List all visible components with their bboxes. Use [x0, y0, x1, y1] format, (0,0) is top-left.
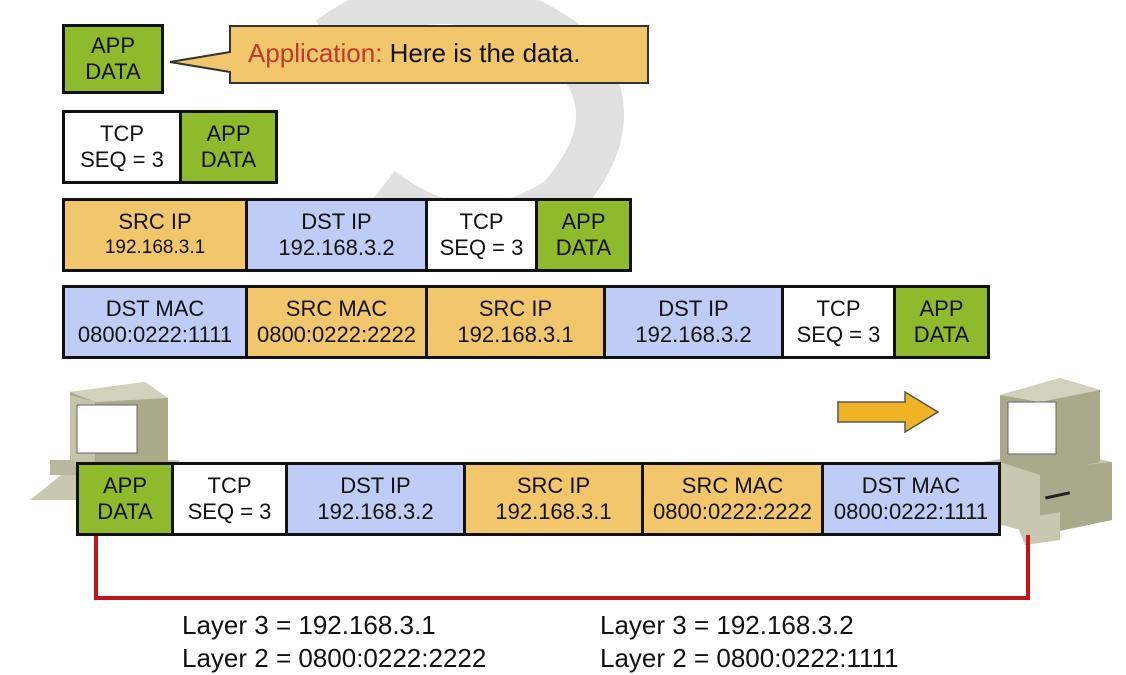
sender-addresses: Layer 3 = 192.168.3.1 Layer 2 = 0800:022… — [182, 609, 486, 675]
field-value: 0800:0222:2222 — [256, 322, 417, 347]
field-value: 192.168.3.2 — [635, 322, 752, 347]
field-title: APP — [919, 296, 964, 321]
header-field-src-mac: SRC MAC 0800:0222:2222 — [245, 288, 425, 356]
field-value: DATA — [97, 499, 153, 524]
field-title: DST MAC — [105, 296, 205, 321]
sender-layer3: Layer 3 = 192.168.3.1 — [182, 610, 436, 640]
encapsulation-row-1: APP DATA — [62, 24, 164, 94]
callout-bubble — [169, 25, 649, 84]
header-field-dst-mac: DST MAC 0800:0222:1111 — [65, 288, 245, 356]
field-value: SEQ = 3 — [796, 322, 881, 347]
header-field-src-ip: SRC IP 192.168.3.1 — [463, 465, 641, 533]
encapsulation-row-3: SRC IP 192.168.3.1 DST IP 192.168.3.2 TCP SEQ… — [62, 198, 632, 272]
field-value: 0800:0222:2222 — [652, 499, 813, 524]
field-value: 192.168.3.1 — [495, 499, 612, 524]
field-value: 192.168.3.1 — [457, 322, 574, 347]
field-title: SRC IP — [118, 209, 192, 234]
field-title: TCP — [100, 121, 144, 146]
header-field-app: APP DATA — [65, 27, 161, 91]
field-title: APP — [102, 473, 148, 498]
field-title: TCP — [816, 296, 861, 321]
field-title: APP — [206, 121, 251, 146]
receiver-computer-icon — [982, 378, 1112, 545]
header-field-tcp: TCP SEQ = 3 — [425, 201, 535, 269]
receiver-addresses: Layer 3 = 192.168.3.2 Layer 2 = 0800:022… — [600, 609, 899, 675]
encapsulation-row-4: DST MAC 0800:0222:1111 SRC MAC 0800:0222:22… — [62, 285, 990, 359]
field-value: DATA — [85, 59, 141, 84]
header-field-src-ip: SRC IP 192.168.3.1 — [65, 201, 245, 269]
header-field-tcp: TCP SEQ = 3 — [65, 113, 179, 181]
header-field-src-ip: SRC IP 192.168.3.1 — [425, 288, 603, 356]
receiver-layer2: Layer 2 = 0800:0222:1111 — [600, 643, 899, 673]
field-value: SEQ = 3 — [80, 147, 164, 172]
field-title: DST IP — [658, 296, 729, 321]
field-title: SRC IP — [478, 296, 553, 321]
field-title: APP — [561, 209, 606, 234]
field-value: 0800:0222:1111 — [77, 322, 233, 347]
field-value: 192.168.3.2 — [278, 235, 395, 260]
header-field-dst-ip: DST IP 192.168.3.2 — [285, 465, 463, 533]
callout-speaker: Application: — [248, 38, 383, 68]
field-title: SRC MAC — [285, 296, 388, 321]
field-value: DATA — [555, 235, 612, 260]
header-field-dst-ip: DST IP 192.168.3.2 — [603, 288, 781, 356]
field-title: DST MAC — [861, 473, 961, 498]
receiver-layer3: Layer 3 = 192.168.3.2 — [600, 610, 854, 640]
field-value: SEQ = 3 — [439, 235, 524, 260]
callout-message: Here is the data. — [382, 38, 581, 68]
field-value: 192.168.3.2 — [317, 499, 434, 524]
field-value: DATA — [200, 147, 257, 172]
field-title: SRC MAC — [681, 473, 784, 498]
field-title: DST IP — [301, 209, 372, 234]
header-field-app: APP DATA — [79, 465, 171, 533]
header-field-app: APP DATA — [893, 288, 987, 356]
field-title: TCP — [207, 473, 252, 498]
field-title: TCP — [459, 209, 504, 234]
network-link — [94, 535, 1030, 600]
field-title: DST IP — [340, 473, 411, 498]
sender-layer2: Layer 2 = 0800:0222:2222 — [182, 643, 487, 673]
frame-on-wire: APP DATA TCP SEQ = 3 DST IP 192.168.3.2 SRC IP… — [76, 462, 1001, 536]
field-value: DATA — [913, 322, 970, 347]
field-value: SEQ = 3 — [187, 499, 272, 524]
header-field-app: APP DATA — [179, 113, 275, 181]
direction-arrow-icon — [837, 390, 940, 434]
header-field-dst-ip: DST IP 192.168.3.2 — [245, 201, 425, 269]
field-title: SRC IP — [516, 473, 591, 498]
encapsulation-row-2: TCP SEQ = 3 APP DATA — [62, 110, 278, 184]
callout-text: Application: Here is the data. — [248, 38, 580, 69]
field-value: 192.168.3.1 — [104, 237, 206, 258]
header-field-tcp: TCP SEQ = 3 — [171, 465, 285, 533]
header-field-src-mac: SRC MAC 0800:0222:2222 — [641, 465, 821, 533]
field-title: APP — [90, 33, 136, 58]
header-field-tcp: TCP SEQ = 3 — [781, 288, 893, 356]
header-field-app: APP DATA — [535, 201, 629, 269]
field-value: 0800:0222:1111 — [833, 499, 989, 524]
header-field-dst-mac: DST MAC 0800:0222:1111 — [821, 465, 998, 533]
